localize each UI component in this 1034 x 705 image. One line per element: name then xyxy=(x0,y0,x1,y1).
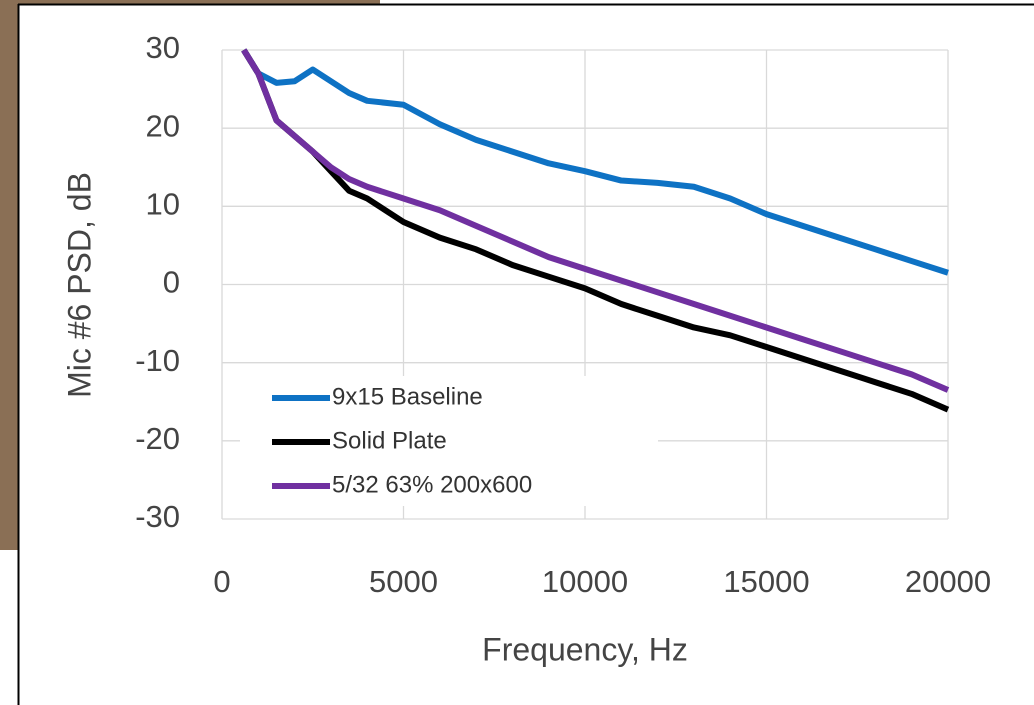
y-tick-label: -10 xyxy=(135,343,180,378)
chart-frame xyxy=(18,4,1034,705)
grid xyxy=(221,49,949,520)
y-tick-label: 20 xyxy=(146,108,180,143)
ticks: -30 -20 -10 0 10 20 30 0 5000 10000 15000 20000 xyxy=(135,30,991,599)
x-axis-title: Frequency, Hz xyxy=(482,631,688,667)
x-tick-label: 5000 xyxy=(369,564,438,599)
x-tick-label: 10000 xyxy=(542,564,628,599)
plot-lines xyxy=(241,48,950,413)
x-tick-label: 20000 xyxy=(905,564,991,599)
legend-label: 5/32 63% 200x600 xyxy=(332,471,532,498)
series-line xyxy=(241,48,950,393)
y-axis-title: Mic #6 PSD, dB xyxy=(61,172,97,398)
legend-label: Solid Plate xyxy=(332,427,447,454)
x-tick-label: 15000 xyxy=(723,564,809,599)
y-tick-label: -20 xyxy=(135,421,180,456)
legend: 9x15 Baseline Solid Plate 5/32 63% 200x600 xyxy=(272,383,532,498)
series-line xyxy=(241,48,949,276)
background-photo xyxy=(0,0,380,6)
y-tick-label: 30 xyxy=(146,30,180,65)
legend-label: 9x15 Baseline xyxy=(332,383,483,410)
y-tick-label: -30 xyxy=(135,499,180,534)
x-tick-label: 0 xyxy=(213,564,230,599)
y-tick-label: 10 xyxy=(146,187,180,222)
background-photo xyxy=(0,0,20,550)
y-tick-label: 0 xyxy=(163,265,180,300)
